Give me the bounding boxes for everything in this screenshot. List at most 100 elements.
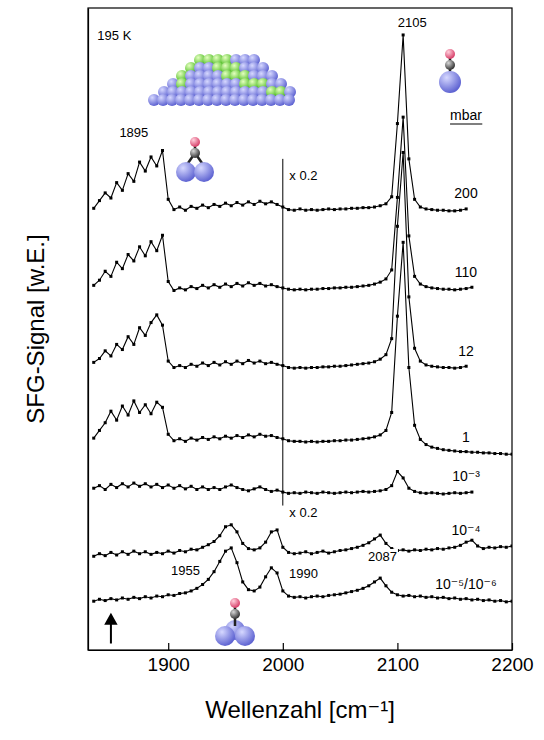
data-point: [253, 284, 256, 287]
data-point: [224, 360, 227, 363]
x-tick: 2200: [491, 643, 533, 675]
data-point: [195, 548, 198, 551]
data-point: [373, 206, 376, 209]
data-point: [184, 487, 187, 490]
data-point: [201, 204, 204, 207]
data-point: [293, 440, 296, 443]
data-point: [270, 566, 273, 569]
data-point: [413, 275, 416, 278]
data-point: [442, 548, 445, 551]
data-point: [138, 552, 141, 555]
data-point: [402, 476, 405, 479]
data-point: [150, 240, 153, 243]
data-point: [344, 439, 347, 442]
data-point: [127, 598, 130, 601]
data-point: [321, 550, 324, 553]
data-point: [316, 366, 319, 369]
data-point: [425, 492, 428, 495]
data-point: [190, 485, 193, 488]
annotation-text: x 0.2: [289, 505, 317, 520]
data-point: [339, 286, 342, 289]
data-point: [407, 157, 410, 160]
oxygen-atom: [230, 598, 240, 608]
oxygen-atom: [190, 137, 200, 147]
data-point: [258, 200, 261, 203]
data-point: [362, 437, 365, 440]
data-point: [310, 440, 313, 443]
data-point: [241, 204, 244, 207]
data-point: [407, 550, 410, 553]
data-point: [419, 360, 422, 363]
data-point: [161, 552, 164, 555]
data-point: [270, 200, 273, 203]
data-point: [207, 286, 210, 289]
data-point: [138, 411, 141, 414]
data-point: [299, 492, 302, 495]
data-point: [333, 208, 336, 211]
data-point: [407, 295, 410, 298]
annotation: x 0.2: [288, 505, 318, 520]
data-point: [407, 487, 410, 490]
data-point: [413, 347, 416, 350]
data-point: [98, 357, 101, 360]
x-tick: 2000: [262, 643, 304, 675]
data-point: [384, 202, 387, 205]
data-point: [104, 270, 107, 273]
data-point: [247, 547, 250, 550]
data-point: [276, 528, 279, 531]
data-point: [207, 578, 210, 581]
data-point: [367, 491, 370, 494]
data-point: [155, 551, 158, 554]
data-point: [367, 541, 370, 544]
series-label: 200: [454, 185, 478, 201]
data-point: [373, 360, 376, 363]
data-point: [155, 164, 158, 167]
data-point: [172, 594, 175, 597]
data-point: [505, 546, 508, 549]
data-point: [459, 450, 462, 453]
data-point: [247, 200, 250, 203]
data-point: [264, 202, 267, 205]
data-point: [413, 595, 416, 598]
data-point: [453, 546, 456, 549]
data-point: [167, 550, 170, 553]
data-point: [356, 207, 359, 210]
data-point: [276, 571, 279, 574]
x-tick-label: 2200: [491, 654, 533, 675]
data-point: [310, 552, 313, 555]
data-point: [138, 245, 141, 248]
data-point: [321, 365, 324, 368]
data-point: [276, 489, 279, 492]
data-point: [253, 487, 256, 490]
data-point: [190, 589, 193, 592]
marks: [92, 33, 512, 643]
data-point: [178, 206, 181, 209]
data-point: [402, 241, 405, 244]
data-point: [304, 209, 307, 212]
data-point: [281, 437, 284, 440]
data-point: [190, 548, 193, 551]
data-point: [144, 170, 147, 173]
series-label: 10⁻³: [452, 468, 480, 484]
data-point: [442, 366, 445, 369]
data-point: [201, 284, 204, 287]
data-point: [333, 593, 336, 596]
metal-atom: [235, 626, 255, 646]
data-point: [430, 365, 433, 368]
data-point: [453, 449, 456, 452]
data-point: [178, 592, 181, 595]
data-point: [304, 440, 307, 443]
data-point: [316, 551, 319, 554]
data-point: [419, 283, 422, 286]
data-point: [109, 354, 112, 357]
data-point: [310, 208, 313, 211]
data-point: [333, 492, 336, 495]
data-point: [213, 435, 216, 438]
data-point: [310, 491, 313, 494]
data-point: [384, 353, 387, 356]
data-point: [264, 488, 267, 491]
data-point: [362, 544, 365, 547]
data-point: [453, 209, 456, 212]
data-point: [350, 590, 353, 593]
spectrum-line: [94, 548, 512, 602]
